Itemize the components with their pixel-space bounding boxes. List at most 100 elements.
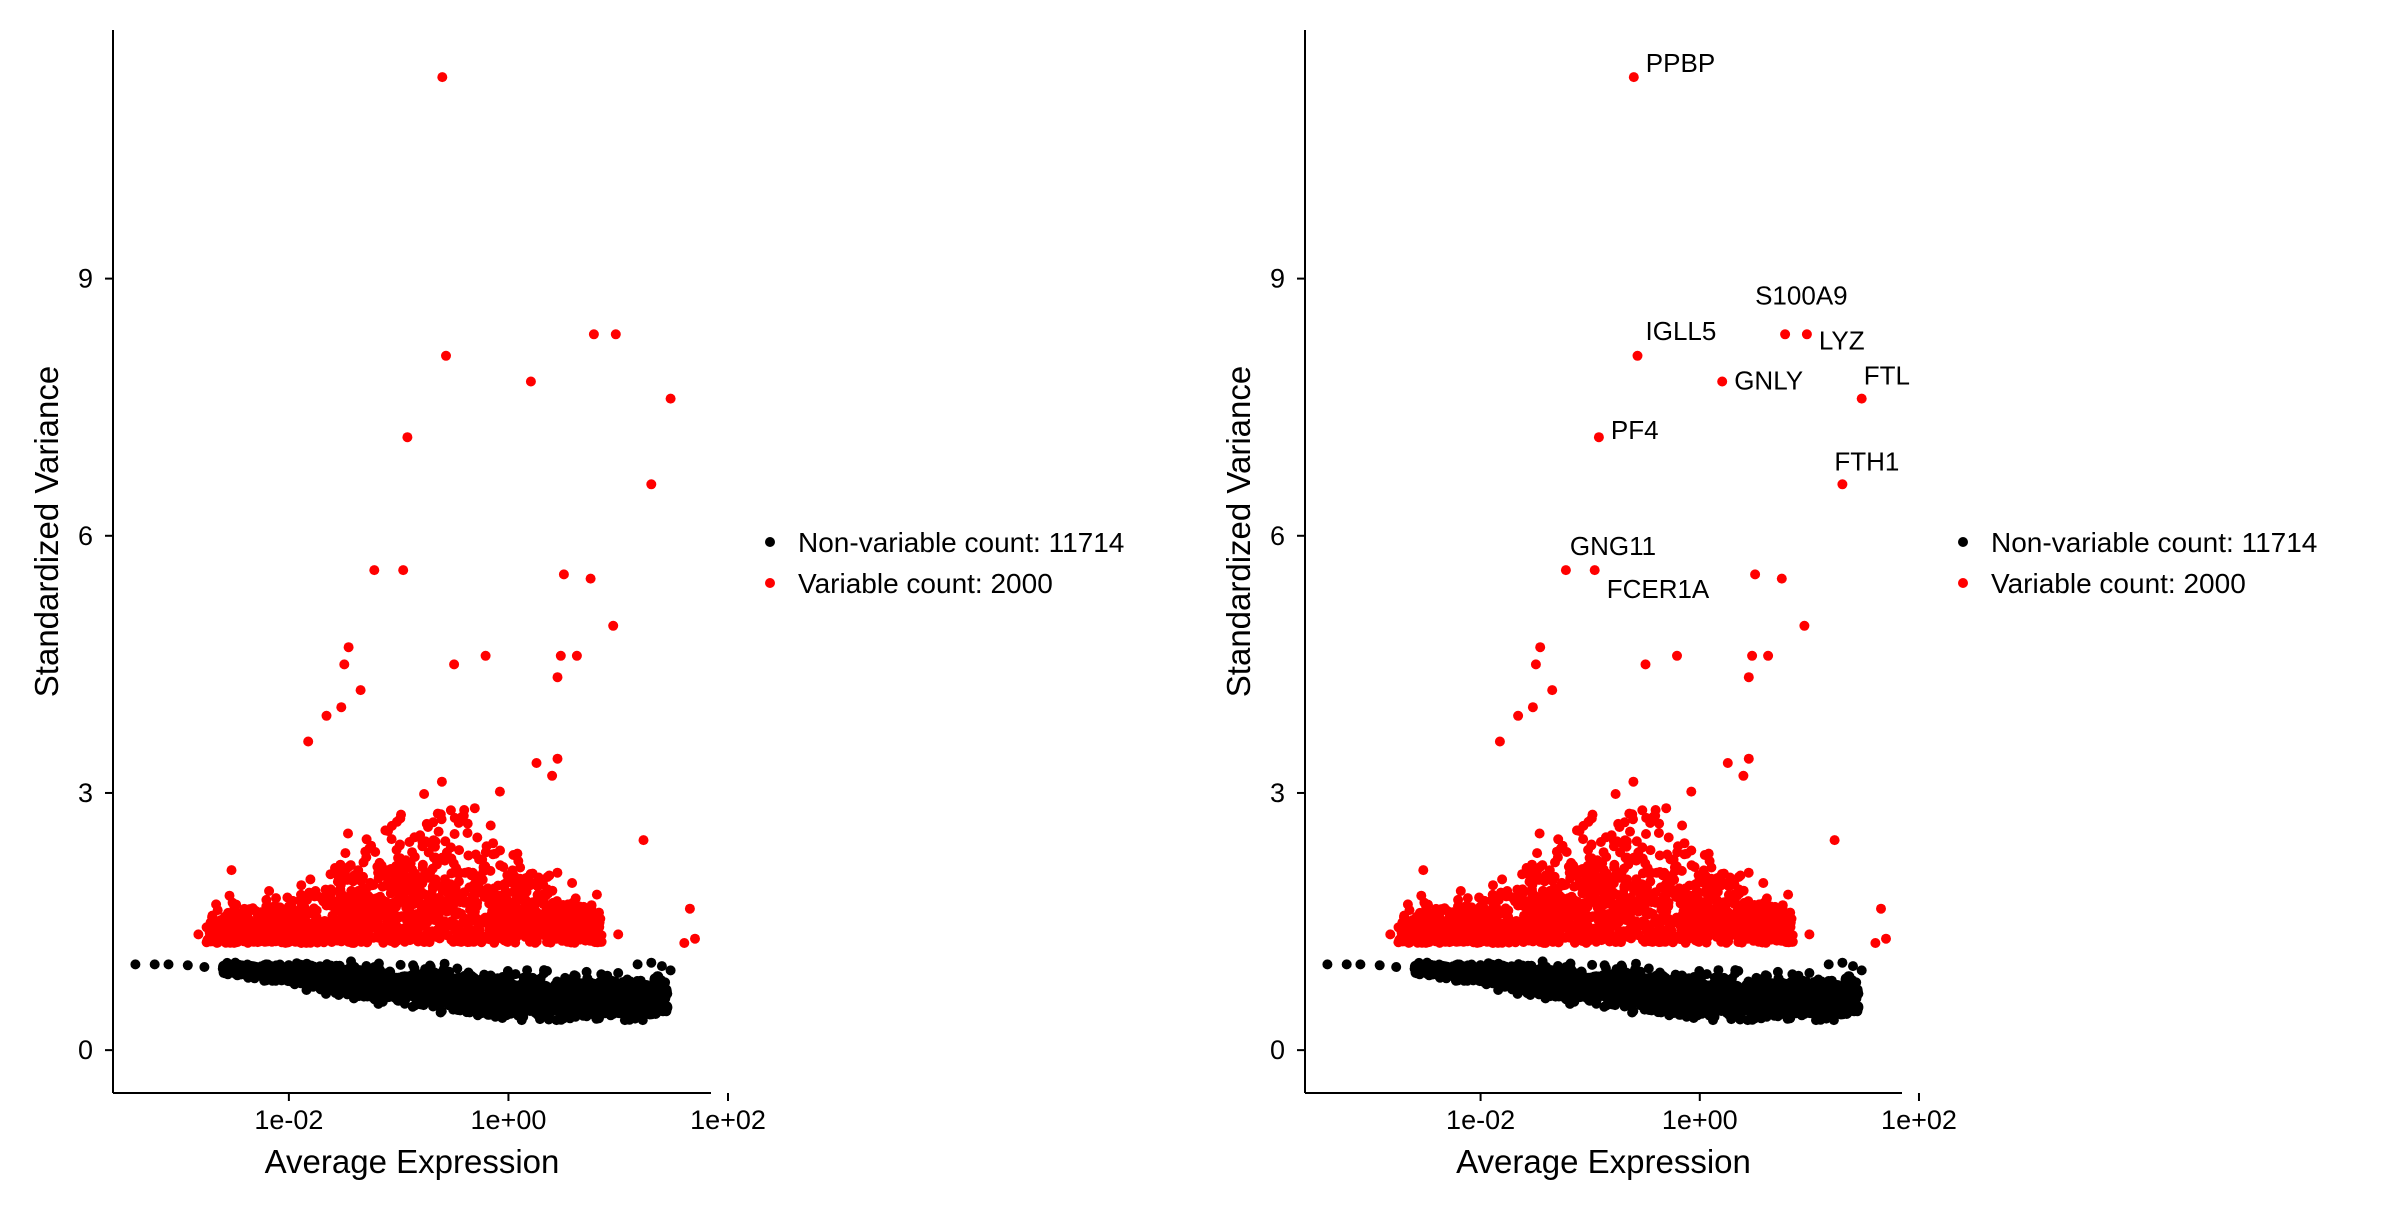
variable-point <box>585 573 596 584</box>
nonvariable-point <box>591 994 602 1005</box>
nonvariable-point <box>426 993 437 1004</box>
variable-point <box>463 867 474 877</box>
variable-point <box>462 828 473 838</box>
variable-point <box>361 834 372 845</box>
variable-point <box>555 650 566 661</box>
variable-point <box>441 847 452 858</box>
variable-point <box>354 889 365 900</box>
variable-point <box>352 872 363 883</box>
variable-point <box>224 937 235 948</box>
variable-point <box>220 918 231 929</box>
variable-point <box>368 879 379 890</box>
variable-point <box>423 926 433 936</box>
variable-point <box>364 933 375 944</box>
variable-point <box>423 872 433 883</box>
nonvariable-point <box>542 1008 553 1018</box>
nonvariable-point <box>496 994 507 1005</box>
variable-point <box>369 565 380 576</box>
variable-point <box>449 659 460 670</box>
nonvariable-point <box>452 963 463 974</box>
nonvariable-point <box>632 959 643 970</box>
variable-point <box>576 921 587 932</box>
nonvariable-point <box>565 1013 575 1024</box>
nonvariable-point <box>570 971 581 982</box>
nonvariable-point <box>395 959 406 970</box>
variable-point <box>209 928 220 939</box>
variable-point <box>246 904 257 915</box>
left-legend-nonvariable-label: Non-variable count: 11714 <box>798 527 1124 558</box>
variable-point <box>690 933 700 944</box>
nonvariable-point <box>613 987 623 998</box>
variable-point <box>329 928 340 939</box>
variable-point <box>507 865 518 876</box>
variable-point <box>436 814 447 825</box>
nonvariable-point <box>393 988 404 999</box>
variable-point <box>495 845 505 856</box>
y-tick-label: 0 <box>78 1035 93 1065</box>
left-legend: Non-variable count: 11714 Variable count… <box>765 527 1124 599</box>
variable-point <box>638 835 649 846</box>
variable-point <box>485 820 496 831</box>
variable-point <box>538 896 549 907</box>
x-tick-label: 1e+00 <box>471 1105 547 1135</box>
variable-point <box>545 937 556 948</box>
nonvariable-point <box>656 961 667 972</box>
left-x-ticks: 1e-02 1e+00 1e+02 <box>254 1093 766 1135</box>
variable-point <box>423 822 433 832</box>
variable-point <box>547 885 558 896</box>
variable-point <box>385 888 396 899</box>
variable-point <box>339 659 350 670</box>
variable-point <box>282 892 293 903</box>
variable-point <box>417 859 428 870</box>
variable-point <box>564 919 575 930</box>
nonvariable-point <box>374 971 385 982</box>
variable-point <box>374 901 385 912</box>
variable-point <box>336 702 347 713</box>
nonvariable-point <box>504 983 515 994</box>
variable-point <box>499 879 510 890</box>
nonvariable-point <box>512 993 523 1004</box>
variable-point <box>442 887 453 898</box>
variable-point <box>339 869 350 880</box>
variable-point <box>512 882 523 893</box>
variable-point <box>442 906 452 917</box>
left-legend-nonvariable-swatch <box>765 537 775 547</box>
nonvariable-point <box>482 1009 493 1020</box>
nonvariable-point <box>217 963 228 974</box>
variable-point <box>415 830 426 841</box>
variable-point <box>496 930 506 941</box>
variable-point <box>484 925 495 936</box>
nonvariable-point <box>1587 959 1598 970</box>
variable-point <box>588 329 599 340</box>
variable-point <box>552 672 563 683</box>
variable-point <box>512 848 523 859</box>
variable-point <box>371 893 382 904</box>
variable-point <box>571 908 582 919</box>
variable-point <box>394 840 405 851</box>
variable-point <box>580 935 591 946</box>
left-legend-variable-swatch <box>765 578 775 588</box>
nonvariable-point <box>536 993 547 1004</box>
variable-point <box>234 926 244 936</box>
nonvariable-point <box>360 983 371 994</box>
variable-point <box>396 884 407 895</box>
variable-point <box>393 930 404 941</box>
variable-point <box>493 899 504 910</box>
variable-point <box>312 929 323 940</box>
variable-point <box>264 886 275 896</box>
variable-point <box>441 350 451 361</box>
variable-point <box>259 931 270 942</box>
nonvariable-point <box>665 965 676 976</box>
nonvariable-point <box>448 1004 459 1015</box>
nonvariable-point <box>569 994 580 1005</box>
variable-point <box>317 894 328 904</box>
variable-point <box>344 906 354 917</box>
nonvariable-point <box>470 998 481 1008</box>
variable-point <box>613 929 624 940</box>
variable-point <box>367 922 378 933</box>
nonvariable-point <box>182 960 193 971</box>
variable-point <box>335 890 346 901</box>
y-tick-label: 9 <box>78 264 93 294</box>
